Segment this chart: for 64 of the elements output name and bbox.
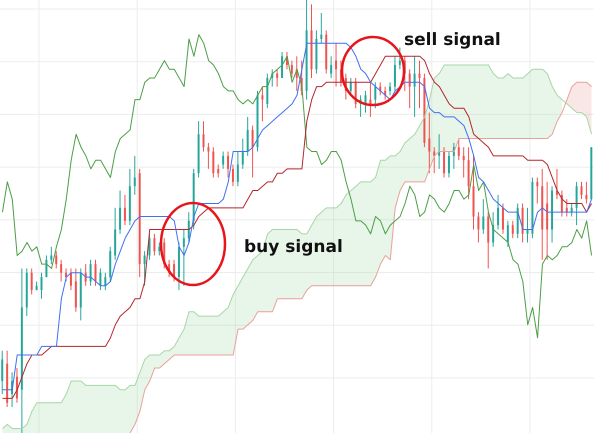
candlestick bbox=[576, 181, 578, 226]
candlestick bbox=[55, 250, 58, 269]
candlestick bbox=[398, 47, 401, 70]
candlestick bbox=[448, 151, 450, 178]
candlestick bbox=[232, 164, 234, 187]
candlestick bbox=[394, 56, 396, 92]
candlestick bbox=[222, 151, 224, 170]
candlestick bbox=[506, 220, 509, 248]
candlestick bbox=[212, 146, 214, 178]
candlestick bbox=[414, 56, 416, 118]
candlestick bbox=[1, 350, 4, 395]
candlestick bbox=[104, 272, 106, 291]
candlestick bbox=[276, 68, 278, 88]
candlestick bbox=[330, 56, 332, 78]
candlestick bbox=[350, 77, 352, 96]
candlestick bbox=[418, 60, 420, 109]
candlestick bbox=[182, 228, 185, 286]
candlestick bbox=[458, 138, 460, 161]
candlestick bbox=[236, 151, 239, 187]
candlestick bbox=[335, 42, 338, 88]
candlestick bbox=[90, 259, 92, 286]
candlestick bbox=[252, 125, 254, 178]
candlestick bbox=[242, 138, 244, 170]
candlestick bbox=[320, 12, 322, 44]
candlestick bbox=[462, 146, 465, 178]
candlestick bbox=[261, 86, 264, 122]
candlestick bbox=[207, 142, 210, 170]
candlestick bbox=[202, 120, 204, 152]
candlestick bbox=[70, 268, 72, 291]
candlestick bbox=[536, 177, 538, 204]
candlestick bbox=[246, 116, 249, 156]
candlestick bbox=[60, 259, 62, 282]
candlestick bbox=[585, 181, 588, 204]
candlestick bbox=[408, 68, 411, 109]
candlestick bbox=[497, 194, 500, 230]
annotation: sell signal bbox=[404, 30, 501, 50]
candlestick bbox=[389, 82, 392, 96]
candlestick bbox=[281, 51, 284, 78]
candlestick bbox=[482, 198, 484, 234]
candlestick bbox=[502, 203, 504, 234]
candlestick bbox=[134, 155, 136, 196]
candlestick bbox=[16, 368, 18, 404]
annotation: buy signal bbox=[244, 237, 343, 257]
candlestick bbox=[443, 146, 446, 178]
candlestick bbox=[94, 259, 96, 286]
candlestick bbox=[290, 60, 293, 78]
candlestick bbox=[124, 194, 126, 226]
candlestick bbox=[217, 164, 220, 178]
candlestick bbox=[580, 181, 582, 200]
candlestick bbox=[119, 190, 122, 234]
candlestick bbox=[512, 220, 514, 239]
candlestick bbox=[428, 112, 430, 174]
candlestick bbox=[50, 246, 52, 265]
candlestick bbox=[153, 233, 156, 256]
candlestick bbox=[30, 268, 33, 295]
candlestick bbox=[40, 272, 42, 300]
candlestick bbox=[227, 151, 230, 178]
candlestick bbox=[99, 268, 102, 291]
candlestick bbox=[433, 146, 436, 174]
candlestick bbox=[526, 207, 528, 243]
candlestick bbox=[369, 82, 372, 118]
candlestick bbox=[477, 212, 480, 243]
candlestick bbox=[144, 250, 146, 286]
candlestick bbox=[374, 82, 376, 109]
